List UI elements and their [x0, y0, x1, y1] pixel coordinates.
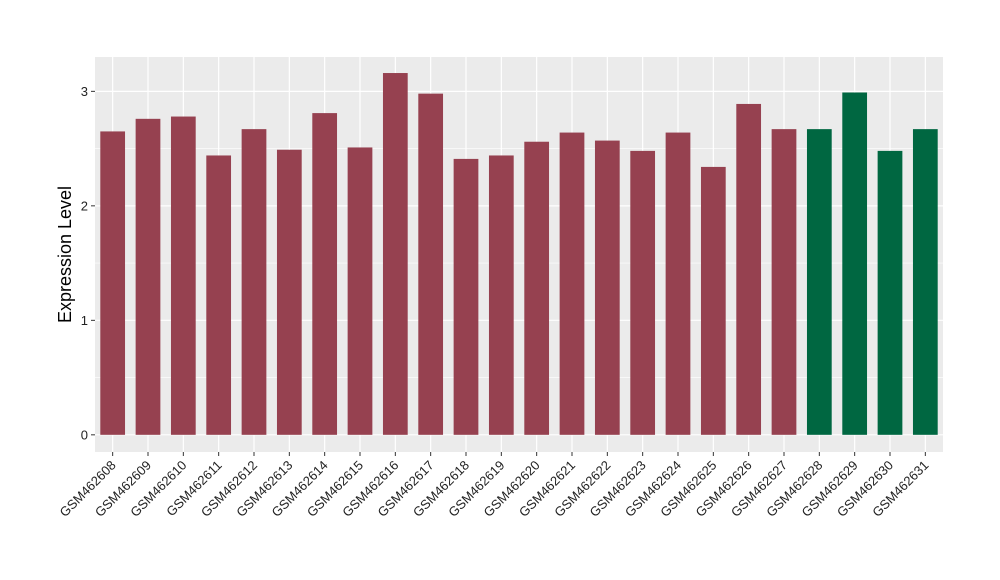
bar-GSM462617	[418, 93, 444, 435]
y-axis-title: Expression Level	[55, 186, 75, 323]
bar-GSM462626	[736, 103, 762, 435]
bar-GSM462624	[665, 132, 691, 435]
bars	[100, 73, 938, 435]
bar-GSM462613	[276, 149, 302, 435]
bar-GSM462609	[135, 118, 161, 435]
bar-GSM462619	[488, 155, 514, 435]
bar-GSM462623	[630, 150, 656, 435]
bar-GSM462627	[771, 129, 797, 435]
bar-GSM462625	[700, 166, 726, 435]
bar-GSM462608	[100, 131, 126, 435]
y-tick-label: 1	[81, 313, 88, 328]
bar-GSM462631	[912, 129, 938, 435]
plot-panel	[95, 57, 943, 452]
bar-GSM462611	[206, 155, 232, 435]
y-tick-label: 3	[81, 84, 88, 99]
bar-GSM462618	[453, 158, 479, 435]
bar-GSM462612	[241, 129, 267, 435]
bar-GSM462610	[170, 116, 196, 435]
bar-GSM462622	[594, 140, 620, 435]
bar-GSM462629	[842, 92, 868, 435]
bar-GSM462628	[806, 129, 832, 435]
bar-GSM462615	[347, 147, 373, 435]
bar-GSM462620	[524, 141, 550, 435]
bar-GSM462614	[312, 113, 338, 435]
bar-GSM462630	[877, 150, 903, 435]
bar-GSM462616	[382, 73, 408, 435]
y-tick-label: 0	[81, 427, 88, 442]
bar-GSM462621	[559, 132, 585, 435]
y-tick-label: 2	[81, 198, 88, 213]
